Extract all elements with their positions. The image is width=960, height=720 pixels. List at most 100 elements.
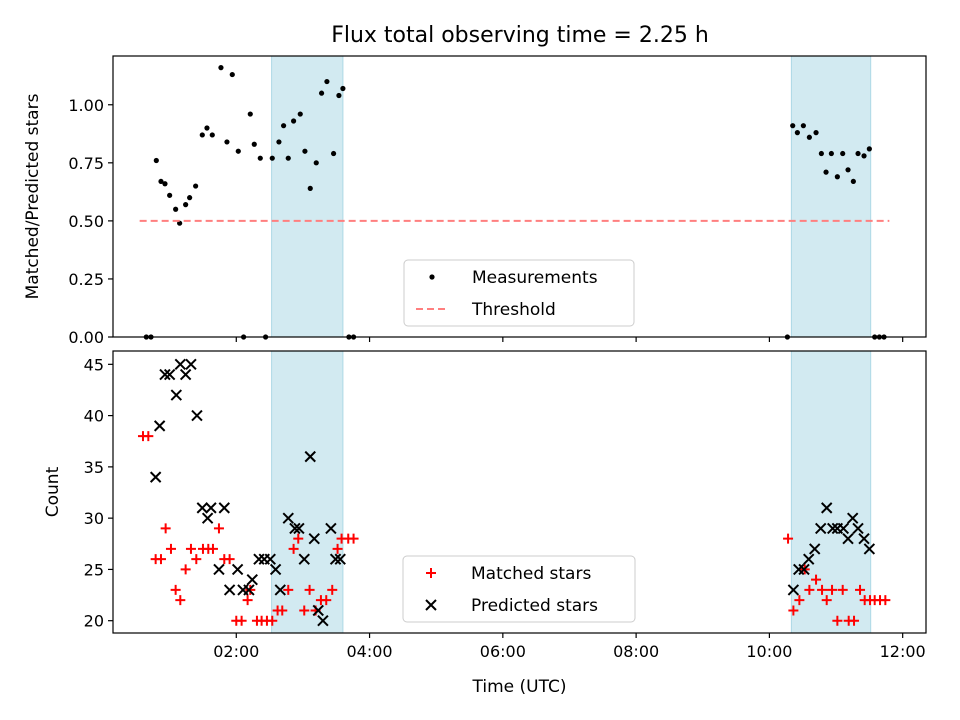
top-measurement-point	[229, 71, 235, 78]
bottom-matched-point	[880, 595, 891, 606]
bottom-matched-point	[267, 615, 278, 626]
top-measurement-point	[340, 85, 346, 92]
bottom-predicted-point	[289, 522, 301, 535]
top-measurement-point	[177, 220, 183, 226]
bottom-matched-point	[299, 605, 310, 616]
bottom-predicted-point	[170, 389, 183, 401]
top-ytick-label: 0.25	[68, 270, 104, 289]
bottom-predicted-point	[163, 368, 176, 381]
bottom-panel: 20 25 30 35 40 45 02:00 04:00 06:00 08:00 10:00 12:…	[43, 350, 927, 697]
top-measurement-point	[850, 178, 856, 185]
bottom-ylabel: Count	[43, 466, 63, 517]
bottom-matched-point	[811, 574, 822, 585]
bottom-predicted-point	[149, 471, 162, 483]
top-measurement-point	[790, 123, 796, 129]
top-measurement-point	[313, 160, 319, 166]
top-shaded-region	[790, 55, 872, 338]
top-measurement-point	[302, 148, 308, 154]
bottom-predicted-point	[205, 502, 217, 514]
top-measurement-point	[204, 125, 210, 131]
bottom-matched-point	[283, 584, 294, 595]
bottom-xtick-label: 02:00	[213, 642, 259, 661]
bottom-matched-point	[213, 523, 224, 534]
bottom-predicted-point	[191, 409, 203, 422]
top-measurement-point	[158, 178, 164, 185]
top-measurement-point	[187, 195, 193, 201]
bottom-matched-point	[170, 584, 181, 595]
bottom-ytick-label: 30	[84, 509, 104, 528]
bottom-matched-point	[277, 605, 288, 616]
bottom-matched-point	[804, 584, 815, 595]
bottom-predicted-point	[298, 553, 310, 565]
bottom-predicted-point	[798, 563, 810, 576]
bottom-matched-point	[242, 595, 253, 606]
bottom-matched-point	[191, 554, 202, 565]
bottom-predicted-point	[159, 368, 171, 381]
chart-title: Flux total observing time = 2.25 h	[331, 23, 709, 48]
top-panel: 0.00 0.25 0.50 0.75 1.00 Matched/Predicted st…	[23, 55, 927, 347]
bottom-predicted-point	[282, 512, 294, 524]
bottom-matched-point	[321, 595, 332, 606]
bottom-matched-point	[332, 543, 343, 554]
top-measurement-point	[257, 155, 263, 161]
bottom-xtick-label: 08:00	[613, 642, 659, 661]
bottom-predicted-point	[329, 553, 342, 565]
top-measurement-point	[193, 183, 199, 189]
top-measurement-point	[813, 130, 819, 136]
top-legend-measurement-swatch	[429, 274, 435, 280]
bottom-matched-point	[207, 543, 218, 554]
bottom-ytick-label: 25	[84, 560, 104, 579]
bottom-legend-predicted-swatch	[425, 599, 437, 611]
top-ylabel: Matched/Predicted stars	[23, 93, 43, 299]
bottom-predicted-point	[264, 553, 276, 565]
top-measurement-point	[235, 148, 241, 154]
top-measurement-point	[861, 153, 867, 159]
bottom-predicted-point	[308, 532, 320, 545]
bottom-ytick-label: 20	[84, 612, 104, 631]
top-measurement-point	[818, 150, 824, 157]
bottom-predicted-point	[312, 604, 324, 617]
top-legend-label: Measurements	[472, 268, 598, 288]
top-measurement-point	[800, 123, 806, 129]
top-measurement-point	[794, 130, 800, 136]
bottom-ytick-label: 35	[84, 458, 104, 477]
top-measurement-point	[269, 155, 275, 161]
bottom-matched-point	[817, 584, 828, 595]
top-measurement-point	[855, 150, 861, 157]
top-ytick-label: 0.75	[68, 154, 104, 173]
top-legend-box	[403, 259, 635, 327]
bottom-matched-point	[827, 584, 838, 595]
bottom-predicted-point	[174, 358, 187, 371]
bottom-predicted-point	[218, 502, 230, 514]
top-measurement-point	[167, 192, 173, 198]
bottom-predicted-point	[334, 553, 346, 565]
bottom-predicted-point	[213, 563, 225, 576]
bottom-predicted-point	[274, 584, 286, 596]
bottom-predicted-point	[269, 563, 282, 576]
bottom-predicted-point	[837, 522, 850, 535]
top-measurement-point	[280, 123, 287, 129]
top-measurement-point	[307, 185, 313, 191]
bottom-matched-point	[855, 584, 866, 595]
top-ytick-label: 1.00	[68, 96, 104, 115]
bottom-matched-point	[143, 431, 154, 442]
bottom-predicted-point	[223, 584, 236, 596]
bottom-xtick-label: 12:00	[880, 642, 926, 661]
top-measurement-point	[285, 155, 291, 161]
top-measurement-point	[806, 134, 812, 140]
bottom-matched-point	[304, 584, 315, 595]
bottom-matched-point	[348, 533, 359, 544]
bottom-predicted-point	[803, 553, 815, 565]
bottom-ytick-label: 40	[84, 407, 104, 426]
top-measurement-point	[153, 157, 159, 164]
bottom-predicted-point	[842, 532, 854, 545]
top-measurement-point	[866, 146, 872, 152]
bottom-ytick-label: 45	[84, 355, 104, 374]
bottom-predicted-point	[852, 522, 864, 535]
bottom-predicted-point	[304, 450, 316, 463]
bottom-predicted-point	[179, 368, 192, 381]
bottom-matched-point	[175, 595, 186, 606]
bottom-legend-label: Matched stars	[471, 564, 591, 584]
bottom-predicted-point	[201, 512, 214, 524]
top-measurement-point	[209, 132, 215, 138]
